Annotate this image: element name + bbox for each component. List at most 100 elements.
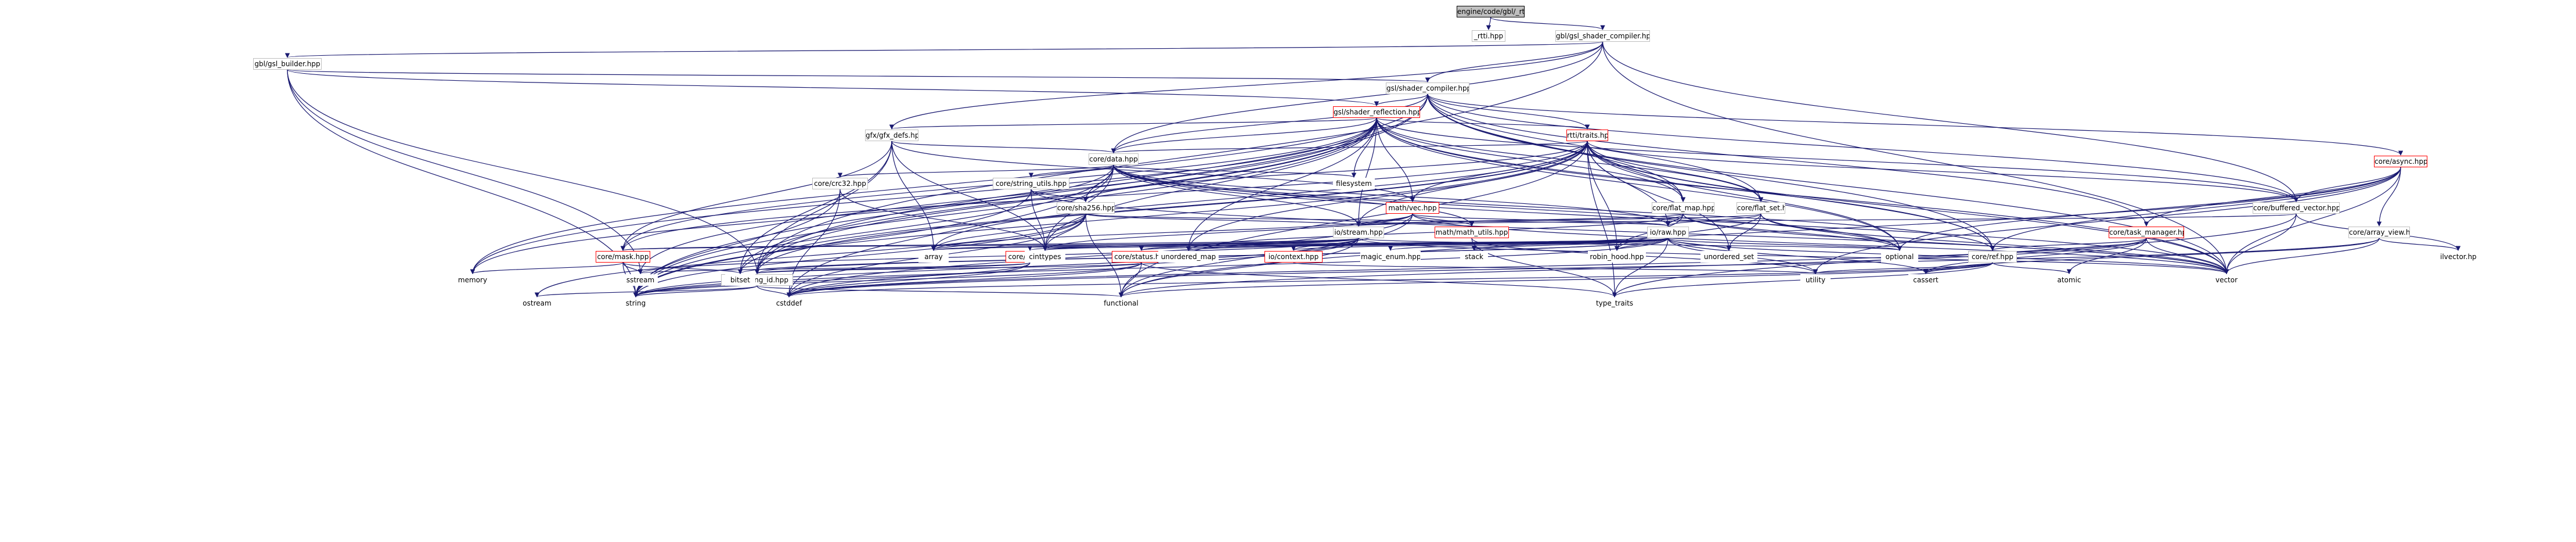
edge-root-file-to-rtti-hpp — [1486, 17, 1491, 30]
edge-io-stream-to-core-mask — [621, 238, 1359, 251]
node-string[interactable]: string — [621, 297, 650, 309]
node-cstddef[interactable]: cstddef — [772, 297, 806, 309]
node-filesystem[interactable]: filesystem — [1333, 178, 1375, 189]
edge-core-flat-set-to-io-stream — [1356, 213, 1761, 227]
edge-core-string-utils-to-core-sha256 — [1031, 189, 1089, 202]
edge-core-task-manager-to-functional — [1119, 238, 2147, 297]
node-unordered-set[interactable]: unordered_set — [1700, 251, 1757, 263]
edge-io-raw-to-string — [633, 238, 1669, 297]
node-functional[interactable]: functional — [1099, 297, 1143, 309]
edge-gsl-builder-to-sstream — [287, 69, 643, 274]
node-core-sha256[interactable]: core/sha256.hpp — [1057, 202, 1115, 214]
edge-gsl-shader-compiler-hpp-to-core-data — [1111, 41, 1604, 153]
edge-shader-reflection-to-rtti-traits — [1376, 117, 1590, 130]
node-core-flat-map[interactable]: core/flat_map.hpp — [1652, 202, 1714, 214]
edge-core-string-id-to-ostream — [535, 285, 758, 297]
edge-core-log-to-string — [633, 262, 1031, 297]
node-core-status[interactable]: core/status.hpp — [1112, 251, 1171, 263]
edge-gsl-shader-compiler-hpp-to-shader-compiler — [1425, 41, 1604, 82]
node-robin-hood[interactable]: robin_hood.hpp — [1588, 251, 1646, 263]
node-core-task-manager[interactable]: core/task_manager.hpp — [2109, 227, 2184, 238]
edge-shader-compiler-to-core-buffered-vector — [1427, 94, 2299, 202]
dependency-edges — [286, 17, 2461, 297]
edge-gfx-defs-to-math-vec — [891, 141, 1415, 202]
edge-io-stream-to-core-status — [1139, 238, 1359, 251]
edge-core-sha256-to-string — [633, 213, 1086, 297]
node-core-string-utils[interactable]: core/string_utils.hpp — [993, 178, 1069, 189]
edge-core-log-to-cstddef — [786, 262, 1031, 297]
edge-core-ref-to-functional — [1119, 262, 1993, 297]
edge-gfx-defs-to-core-mask — [620, 141, 892, 251]
node-sstream[interactable]: sstream — [623, 274, 658, 286]
edge-io-raw-to-stack — [1472, 238, 1669, 251]
edge-gsl-shader-compiler-hpp-to-vector — [1602, 41, 2229, 274]
edge-core-data-to-cstddef — [786, 164, 1114, 297]
node-core-crc32[interactable]: core/crc32.hpp — [812, 178, 868, 189]
edge-core-array-view-to-ilvector — [2379, 238, 2461, 251]
node-cassert[interactable]: cassert — [1908, 274, 1943, 286]
node-ilvector[interactable]: ilvector.hpp — [2440, 251, 2477, 263]
node-array[interactable]: array — [918, 251, 949, 263]
edge-core-async-to-core-ref — [1990, 167, 2401, 251]
edge-rtti-traits-to-core-buffered-vector — [1587, 141, 2299, 202]
edge-core-async-to-utility — [1813, 167, 2401, 274]
node-core-data[interactable]: core/data.hpp — [1089, 153, 1139, 165]
node-utility[interactable]: utility — [1800, 274, 1831, 286]
edge-core-data-to-io-raw — [1113, 164, 1671, 227]
edge-core-ref-to-utility — [1813, 262, 1993, 274]
edge-core-async-to-functional — [1118, 167, 2401, 297]
edge-shader-reflection-to-math-vec — [1376, 117, 1415, 202]
node-io-stream[interactable]: io/stream.hpp — [1333, 227, 1384, 238]
node-gsl-shader-compiler-hpp[interactable]: gbl/gsl_shader_compiler.hpp — [1555, 30, 1650, 42]
node-gsl-builder[interactable]: gbl/gsl_builder.hpp — [253, 58, 322, 70]
node-optional[interactable]: optional — [1881, 251, 1918, 263]
edge-core-buffered-vector-to-type-traits — [1612, 213, 2297, 297]
node-cinttypes[interactable]: cinttypes — [1025, 251, 1065, 263]
edge-io-raw-to-io-context — [1291, 238, 1669, 251]
edge-io-raw-to-cassert — [1667, 238, 1929, 274]
node-type-traits[interactable]: type_traits — [1592, 297, 1637, 309]
node-rtti-traits[interactable]: rtti/traits.hpp — [1566, 130, 1608, 141]
node-stack[interactable]: stack — [1460, 251, 1488, 263]
node-atomic[interactable]: atomic — [2053, 274, 2085, 286]
edge-shader-reflection-to-core-data — [1111, 117, 1377, 153]
node-vector[interactable]: vector — [2210, 274, 2243, 286]
edge-core-mask-to-bitset — [622, 262, 743, 274]
node-ostream[interactable]: ostream — [519, 297, 555, 309]
edge-core-string-utils-to-cinttypes — [1031, 189, 1048, 251]
edge-shader-compiler-to-core-async — [1427, 94, 2403, 156]
node-io-context[interactable]: io/context.hpp — [1264, 251, 1323, 263]
edge-core-data-to-core-string-utils — [1028, 164, 1114, 178]
edge-rtti-traits-to-core-sha256 — [1083, 141, 1588, 202]
node-io-raw[interactable]: io/raw.hpp — [1647, 227, 1689, 238]
edge-shader-reflection-to-unordered-map — [1186, 117, 1377, 251]
node-core-array-view[interactable]: core/array_view.hpp — [2348, 227, 2410, 238]
node-core-ref[interactable]: core/ref.hpp — [1968, 251, 2017, 263]
node-shader-compiler[interactable]: gsl/shader_compiler.hpp — [1386, 82, 1469, 94]
edge-gsl-shader-compiler-hpp-to-core-buffered-vector — [1602, 41, 2299, 202]
node-memory[interactable]: memory — [455, 274, 490, 286]
node-core-buffered-vector[interactable]: core/buffered_vector.hpp — [2253, 202, 2340, 214]
edge-shader-reflection-to-memory — [470, 117, 1377, 274]
edge-core-mask-to-memory — [470, 262, 624, 274]
edge-gfx-defs-to-core-string-id — [754, 141, 892, 274]
edge-core-async-to-vector — [2224, 167, 2401, 274]
node-unordered-map[interactable]: unordered_map — [1158, 251, 1219, 263]
node-magic-enum[interactable]: magic_enum.hpp — [1360, 251, 1421, 263]
edge-shader-compiler-to-core-data — [1111, 94, 1428, 153]
edge-core-string-id-to-string — [633, 285, 758, 297]
node-rtti-hpp[interactable]: _rtti.hpp — [1472, 30, 1505, 42]
node-core-async[interactable]: core/async.hpp — [2374, 156, 2427, 167]
edge-shader-compiler-to-rtti-traits — [1427, 94, 1590, 130]
node-gfx-defs[interactable]: gfx/gfx_defs.hpp — [865, 130, 918, 141]
edge-core-flat-set-to-vector — [1760, 213, 2229, 274]
edge-gsl-shader-compiler-hpp-to-gfx-defs — [889, 41, 1604, 130]
node-core-mask[interactable]: core/mask.hpp — [596, 251, 650, 263]
node-math-utils[interactable]: math/math_utils.hpp — [1435, 227, 1509, 238]
node-bitset[interactable]: bitset — [725, 274, 755, 286]
node-math-vec[interactable]: math/vec.hpp — [1386, 202, 1439, 214]
edge-rtti-traits-to-unordered-set — [1587, 141, 1732, 251]
node-core-flat-set[interactable]: core/flat_set.hpp — [1736, 202, 1785, 214]
node-shader-reflection[interactable]: gsl/shader_reflection.hpp — [1333, 106, 1420, 118]
edge-core-data-to-memory — [470, 164, 1114, 274]
